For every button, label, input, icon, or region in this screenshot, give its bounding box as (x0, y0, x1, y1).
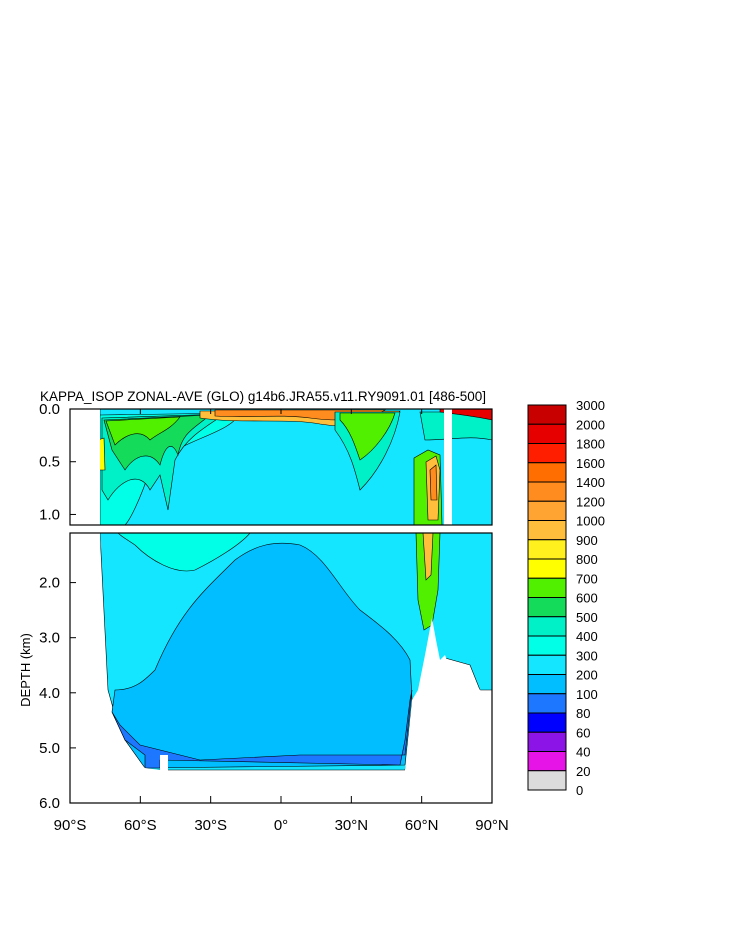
x-tick-label: 90°S (54, 817, 87, 834)
y-tick-label: 5.0 (39, 740, 60, 757)
colorbar-label: 0 (576, 783, 583, 798)
y-tick-label: 3.0 (39, 630, 60, 647)
colorbar-swatch (527, 751, 567, 772)
colorbar-label: 300 (576, 648, 598, 663)
x-tick-label: 60°N (405, 817, 439, 834)
y-tick-label: 2.0 (39, 575, 60, 592)
y-axis-lower: 2.0 3.0 4.0 5.0 6.0 (39, 575, 76, 812)
upper-field-700 (105, 416, 181, 446)
x-tick-label: 90°N (475, 817, 509, 834)
x-tick-label: 30°N (335, 817, 369, 834)
colorbar-label: 700 (576, 571, 598, 586)
colorbar-swatch (527, 654, 567, 675)
colorbar-swatch (527, 500, 567, 521)
colorbar-label: 800 (576, 552, 598, 567)
y-axis-upper: 0.0 0.5 1.0 (39, 401, 76, 523)
colorbar-label: 100 (576, 687, 598, 702)
colorbar-swatch (527, 597, 567, 618)
x-tick-label: 0° (274, 817, 288, 834)
lower-panel (70, 533, 492, 803)
colorbar-label: 1200 (576, 494, 605, 509)
colorbar-label: 1400 (576, 475, 605, 490)
colorbar-swatch (527, 404, 567, 425)
upper-land-mask (70, 409, 100, 525)
x-axis: 90°S 60°S 30°S 0° 30°N 60°N 90°N (54, 409, 509, 834)
colorbar-label: 2000 (576, 417, 605, 432)
colorbar-swatch (527, 539, 567, 560)
x-tick-label: 30°S (194, 817, 227, 834)
lower-field-60n-1000 (422, 533, 434, 581)
upper-land-arctic (444, 409, 452, 525)
colorbar-swatch (527, 558, 567, 579)
lower-land-nh (405, 618, 492, 803)
y-tick-label: 0.5 (39, 454, 60, 471)
colorbar-swatch (527, 423, 567, 444)
colorbar-swatch (527, 674, 567, 695)
lower-field-200 (111, 542, 413, 769)
colorbar-swatch (527, 712, 567, 733)
upper-panel (70, 409, 492, 525)
colorbar-swatch (527, 462, 567, 483)
y-tick-label: 6.0 (39, 795, 60, 812)
lower-land-notch (160, 755, 168, 803)
upper-field-nh-700 (339, 412, 396, 461)
colorbar-swatch (527, 635, 567, 656)
colorbar-label: 40 (576, 745, 590, 760)
y-tick-label: 1.0 (39, 506, 60, 523)
colorbar-label: 900 (576, 533, 598, 548)
colorbar-label: 60 (576, 725, 590, 740)
colorbar-label: 500 (576, 610, 598, 625)
colorbar-label: 1800 (576, 437, 605, 452)
y-tick-label: 4.0 (39, 685, 60, 702)
colorbar-label: 200 (576, 668, 598, 683)
colorbar-swatch (527, 520, 567, 541)
upper-field-60n-1400 (429, 464, 438, 501)
lower-field-100 (111, 689, 413, 769)
colorbar-label: 1600 (576, 456, 605, 471)
y-axis-label: DEPTH (km) (18, 633, 33, 707)
x-tick-label: 60°S (124, 817, 157, 834)
colorbar-label: 1000 (576, 514, 605, 529)
colorbar-label: 80 (576, 706, 590, 721)
colorbar-swatch (527, 481, 567, 502)
colorbar-swatch (527, 616, 567, 637)
colorbar-label: 3000 (576, 398, 605, 413)
colorbar: 3000200018001600140012001000900800700600… (527, 398, 605, 798)
chart-title: KAPPA_ISOP ZONAL-AVE (GLO) g14b6.JRA55.v… (40, 389, 486, 404)
colorbar-swatch (527, 693, 567, 714)
colorbar-label: 400 (576, 629, 598, 644)
lower-field-400 (117, 533, 251, 572)
colorbar-swatch (527, 731, 567, 752)
y-tick-label: 0.0 (39, 401, 60, 418)
colorbar-swatch (527, 770, 567, 791)
colorbar-label: 20 (576, 764, 590, 779)
lower-land-sh (70, 533, 160, 803)
colorbar-swatch (527, 577, 567, 598)
colorbar-label: 600 (576, 591, 598, 606)
colorbar-swatch (527, 443, 567, 464)
